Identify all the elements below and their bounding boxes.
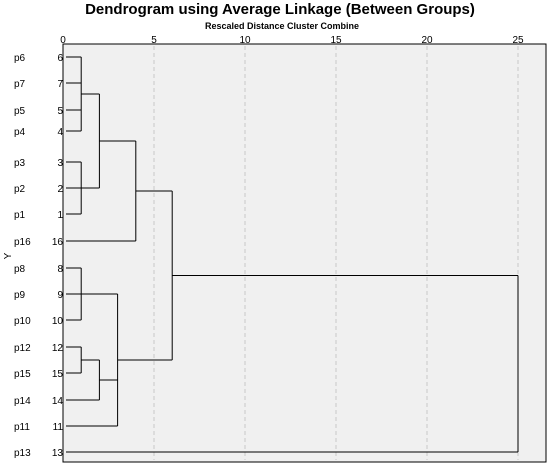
leaf-label: p2 — [14, 184, 26, 195]
leaf-id: 4 — [57, 127, 63, 138]
leaf-label: p5 — [14, 106, 26, 117]
chart-title: Dendrogram using Average Linkage (Betwee… — [85, 1, 475, 18]
leaf-id: 16 — [52, 237, 64, 248]
dendrogram-merge — [66, 275, 519, 453]
leaf-id: 2 — [57, 184, 63, 195]
leaf-id: 15 — [52, 369, 64, 380]
leaf-id: 3 — [57, 158, 63, 169]
leaf-label: p14 — [14, 396, 31, 407]
leaf-label: p9 — [14, 290, 26, 301]
leaf-id: 8 — [57, 264, 63, 275]
leaf-id: 9 — [57, 290, 63, 301]
leaf-label: p11 — [14, 422, 30, 433]
leaf-label: p6 — [14, 53, 26, 64]
leaf-id: 1 — [57, 210, 63, 221]
leaf-id: 5 — [57, 106, 63, 117]
leaf-label: p8 — [14, 264, 26, 275]
x-tick-label: 25 — [512, 35, 524, 46]
leaf-label: p16 — [14, 237, 31, 248]
leaf-id: 10 — [52, 316, 64, 327]
x-axis-label: Rescaled Distance Cluster Combine — [204, 21, 360, 31]
leaf-id: 6 — [57, 53, 63, 64]
leaf-id: 13 — [52, 448, 64, 459]
leaf-label: p3 — [14, 158, 26, 169]
leaf-label: p7 — [14, 79, 26, 90]
leaf-label: p15 — [14, 369, 31, 380]
leaf-label: p10 — [14, 316, 31, 327]
leaf-id: 14 — [52, 396, 64, 407]
leaf-label: p1 — [14, 210, 26, 221]
x-tick-label: 0 — [60, 35, 66, 46]
leaf-id: 12 — [52, 343, 64, 354]
x-tick-label: 10 — [239, 35, 251, 46]
leaf-label: p4 — [14, 127, 26, 138]
y-axis-label: Y — [3, 252, 14, 259]
leaf-id: 11 — [53, 422, 64, 433]
leaf-label: p12 — [14, 343, 31, 354]
x-tick-label: 20 — [421, 35, 433, 46]
leaf-label: p13 — [14, 448, 31, 459]
leaf-id: 7 — [57, 79, 63, 90]
x-tick-label: 15 — [330, 35, 342, 46]
x-tick-label: 5 — [151, 35, 157, 46]
plot-area — [62, 43, 547, 463]
